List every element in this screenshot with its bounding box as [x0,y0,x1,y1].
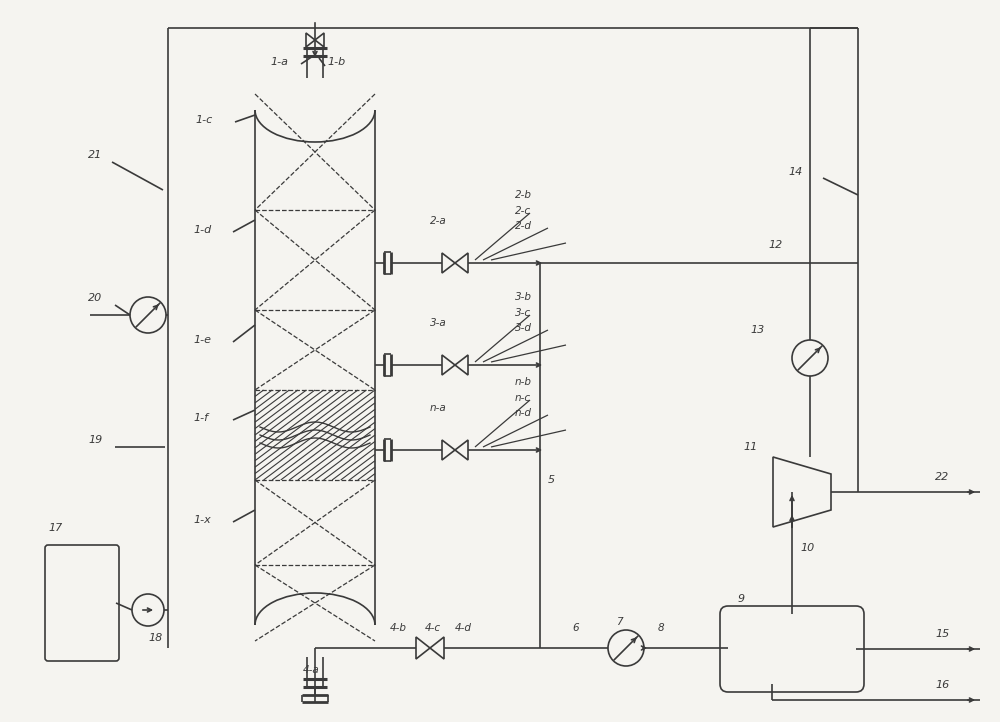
Text: 1-e: 1-e [193,335,211,345]
Text: 10: 10 [800,543,814,553]
Text: 17: 17 [48,523,62,533]
Text: 3-b: 3-b [515,292,532,302]
Text: 20: 20 [88,293,102,303]
Text: 1-f: 1-f [193,413,208,423]
Text: 19: 19 [88,435,102,445]
Text: 3-d: 3-d [515,323,532,333]
Text: 9: 9 [738,594,745,604]
Text: 2-b: 2-b [515,190,532,200]
Text: n-b: n-b [515,377,532,387]
Text: 3-c: 3-c [515,308,531,318]
Text: 1-x: 1-x [193,515,211,525]
Text: 2-d: 2-d [515,221,532,231]
Text: 21: 21 [88,150,102,160]
Text: 5: 5 [548,475,555,485]
Text: n-d: n-d [515,408,532,418]
Text: 4-a: 4-a [303,665,320,675]
Text: 14: 14 [788,167,802,177]
Text: 2-c: 2-c [515,206,531,216]
Text: 4-d: 4-d [455,623,472,633]
Text: 7: 7 [616,617,623,627]
Text: 8: 8 [658,623,665,633]
Text: 4-c: 4-c [425,623,441,633]
Text: 3-a: 3-a [430,318,447,328]
Text: 1-c: 1-c [195,115,212,125]
Text: n-c: n-c [515,393,531,403]
Text: n-a: n-a [430,403,447,413]
Text: 1-a: 1-a [270,57,288,67]
Text: 11: 11 [743,442,757,452]
Text: 1-b: 1-b [327,57,345,67]
Text: 22: 22 [935,472,949,482]
Text: 15: 15 [935,629,949,639]
Text: 12: 12 [768,240,782,250]
Text: 1-d: 1-d [193,225,211,235]
Text: 18: 18 [148,633,162,643]
Text: 4-b: 4-b [390,623,407,633]
Text: 6: 6 [572,623,579,633]
Text: 16: 16 [935,680,949,690]
Text: 13: 13 [750,325,764,335]
Text: 2-a: 2-a [430,216,447,226]
